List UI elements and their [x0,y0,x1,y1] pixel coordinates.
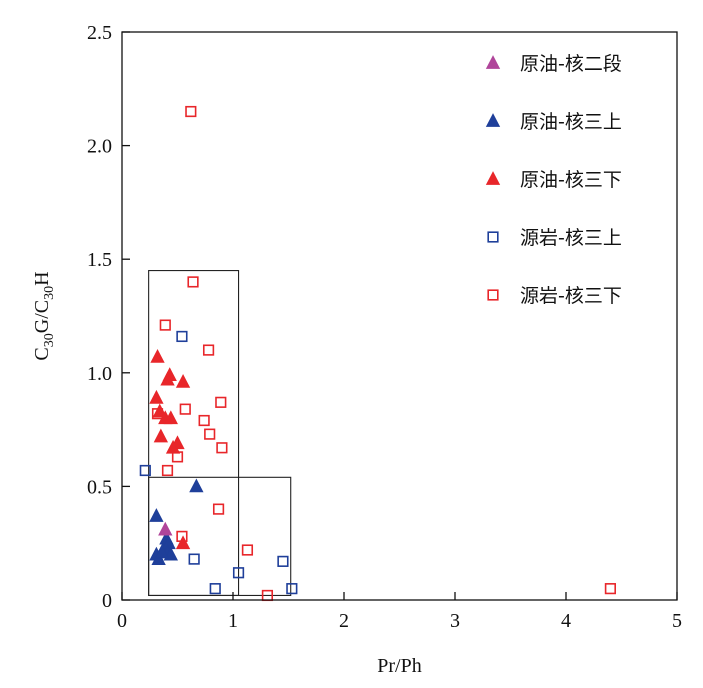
data-point [198,414,210,427]
data-point [165,439,181,454]
data-point [175,535,191,550]
data-point [277,555,289,567]
data-point [215,396,227,408]
data-point [188,553,200,565]
legend-marker [485,171,501,185]
legend-marker [485,113,501,127]
legend-label: 原油-核三下 [520,169,622,191]
y-tick-label: 1.5 [87,249,112,271]
legend-marker [487,231,499,243]
region-box [148,476,292,597]
legend-label: 原油-核二段 [520,53,622,75]
y-tick-label: 0 [102,590,112,612]
data-point [176,330,188,343]
points-layer [139,105,616,602]
x-tick-label: 1 [228,610,238,632]
legend-label: 源岩-核三下 [520,285,622,307]
legend-label: 原油-核三上 [520,111,622,133]
data-point [187,276,199,288]
data-point [160,371,175,386]
ticks-layer: 0 1 2 3 4 5 0 0.5 1.0 1.5 2.0 2.5 [87,22,682,632]
data-point [286,583,298,595]
data-point [185,105,197,118]
y-axis-title-subscript: 30 [42,333,57,347]
data-point [202,344,215,356]
data-point [163,410,178,425]
plot-frame [121,31,678,601]
y-axis-title: C30G/C30H [31,271,57,360]
y-axis-title-subscript: 30 [42,286,57,300]
data-point [604,583,616,595]
y-tick-label: 2.5 [87,22,112,44]
data-point [204,428,216,440]
data-point [149,389,164,404]
y-axis-title-part: H [31,271,53,285]
x-tick-label: 4 [561,610,571,632]
data-point [139,464,151,477]
data-point [232,567,245,579]
boxes-layer [148,270,292,597]
x-axis-title: Pr/Ph [377,655,421,677]
y-tick-label: 2.0 [87,136,112,158]
data-point [189,478,204,493]
data-point [152,403,167,418]
data-point [153,428,169,443]
y-axis-title-part: C [31,347,53,360]
data-point [150,349,165,363]
data-point [175,374,191,388]
x-tick-label: 0 [117,610,127,632]
data-point [158,521,173,536]
y-tick-label: 1.0 [87,363,112,385]
data-point [241,544,254,556]
data-point [154,544,170,559]
y-tick-label: 0.5 [87,476,112,498]
y-axis-title-part: G/C [31,300,53,333]
x-tick-label: 5 [672,610,682,632]
data-point [179,403,191,415]
data-point [212,503,225,515]
legend-label: 源岩-核三上 [520,227,622,249]
legend-marker [485,55,501,69]
legend-marker [487,289,499,301]
data-point [149,508,164,522]
data-point [161,464,174,477]
data-point [216,442,228,454]
data-point [159,319,171,331]
x-tick-label: 3 [450,610,460,632]
data-point [151,551,166,566]
data-point [209,583,221,595]
x-tick-label: 2 [339,610,349,632]
